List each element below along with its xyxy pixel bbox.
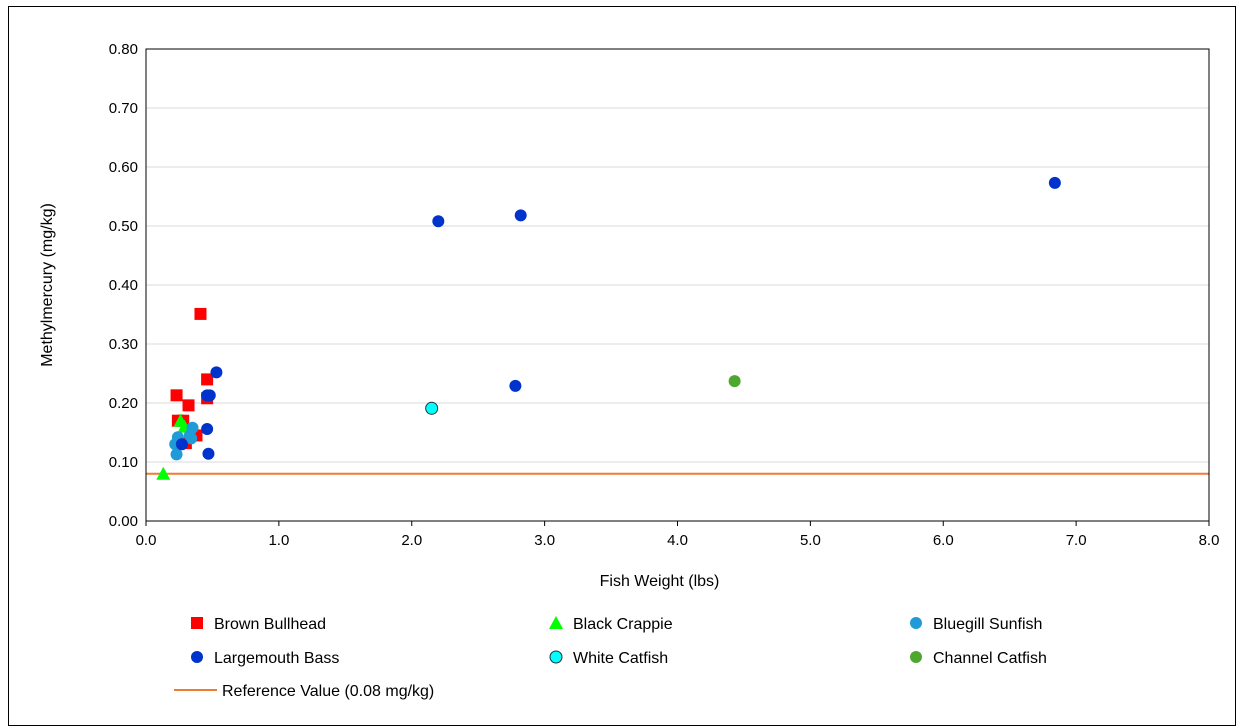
- x-tick-label: 6.0: [933, 532, 954, 549]
- black-crappie-point: [156, 466, 171, 480]
- y-tick-label: 0.40: [109, 277, 138, 294]
- x-tick-label: 1.0: [268, 532, 289, 549]
- legend-label-black-crappie: Black Crappie: [573, 616, 673, 633]
- largemouth-bass-point: [432, 215, 445, 228]
- x-tick-label: 0.0: [136, 532, 157, 549]
- x-tick-label: 3.0: [534, 532, 555, 549]
- data-points: [156, 176, 1061, 480]
- bluegill-sunfish-point: [185, 432, 198, 445]
- legend-marker-bluegill-sunfish: [910, 617, 922, 629]
- y-tick-label: 0.10: [109, 454, 138, 471]
- largemouth-bass-point: [1048, 176, 1061, 189]
- x-tick-label: 2.0: [401, 532, 422, 549]
- legend-marker-black-crappie: [549, 616, 563, 629]
- bluegill-sunfish-point: [186, 421, 199, 434]
- legend-label-bluegill-sunfish: Bluegill Sunfish: [933, 616, 1042, 633]
- y-tick-label: 0.60: [109, 159, 138, 176]
- x-tick-label: 8.0: [1199, 532, 1220, 549]
- legend-label-reference-value: Reference Value (0.08 mg/kg): [222, 683, 434, 700]
- channel-catfish-point: [728, 375, 741, 388]
- largemouth-bass-point: [202, 447, 215, 460]
- bluegill-sunfish-point: [170, 448, 183, 461]
- white-catfish-point: [425, 401, 439, 415]
- y-tick-label: 0.20: [109, 395, 138, 412]
- legend-label-channel-catfish: Channel Catfish: [933, 650, 1047, 667]
- legend-label-brown-bullhead: Brown Bullhead: [214, 616, 326, 633]
- legend: Brown Bullhead Black Crappie Bluegill Sunf…: [174, 616, 1047, 700]
- x-tick-label: 4.0: [667, 532, 688, 549]
- brown-bullhead-point: [182, 399, 195, 412]
- brown-bullhead-point: [170, 389, 183, 402]
- grid-lines: [146, 107, 1209, 463]
- legend-marker-white-catfish: [549, 650, 563, 664]
- brown-bullhead-point: [194, 307, 207, 320]
- legend-marker-channel-catfish: [910, 651, 922, 663]
- x-axis-title: Fish Weight (lbs): [600, 573, 720, 590]
- y-tick-label: 0.80: [109, 41, 138, 58]
- largemouth-bass-point: [509, 379, 522, 392]
- legend-marker-largemouth-bass: [191, 651, 203, 663]
- largemouth-bass-point: [203, 389, 216, 402]
- y-tick-label: 0.70: [109, 100, 138, 117]
- y-tick-label: 0.50: [109, 218, 138, 235]
- largemouth-bass-point: [210, 366, 223, 379]
- legend-label-largemouth-bass: Largemouth Bass: [214, 650, 339, 667]
- x-axis-ticks: 0.0 1.0 2.0 3.0 4.0 5.0 6.0 7.0 8.0: [136, 521, 1220, 549]
- y-axis-title: Methylmercury (mg/kg): [39, 203, 56, 367]
- plot-area-border: [145, 48, 1210, 522]
- y-tick-label: 0.30: [109, 336, 138, 353]
- largemouth-bass-point: [175, 438, 188, 451]
- y-tick-label: 0.00: [109, 513, 138, 530]
- legend-marker-brown-bullhead: [191, 617, 203, 629]
- brown-bullhead-point: [201, 373, 214, 386]
- legend-label-white-catfish: White Catfish: [573, 650, 668, 667]
- x-tick-label: 7.0: [1066, 532, 1087, 549]
- x-tick-label: 5.0: [800, 532, 821, 549]
- scatter-chart: 0.00 0.10 0.20 0.30 0.40 0.50 0.60 0.70 0.80 0.0…: [39, 41, 1220, 700]
- largemouth-bass-point: [514, 209, 527, 222]
- y-axis-ticks: 0.00 0.10 0.20 0.30 0.40 0.50 0.60 0.70 0.80: [109, 41, 138, 530]
- largemouth-bass-point: [201, 422, 214, 435]
